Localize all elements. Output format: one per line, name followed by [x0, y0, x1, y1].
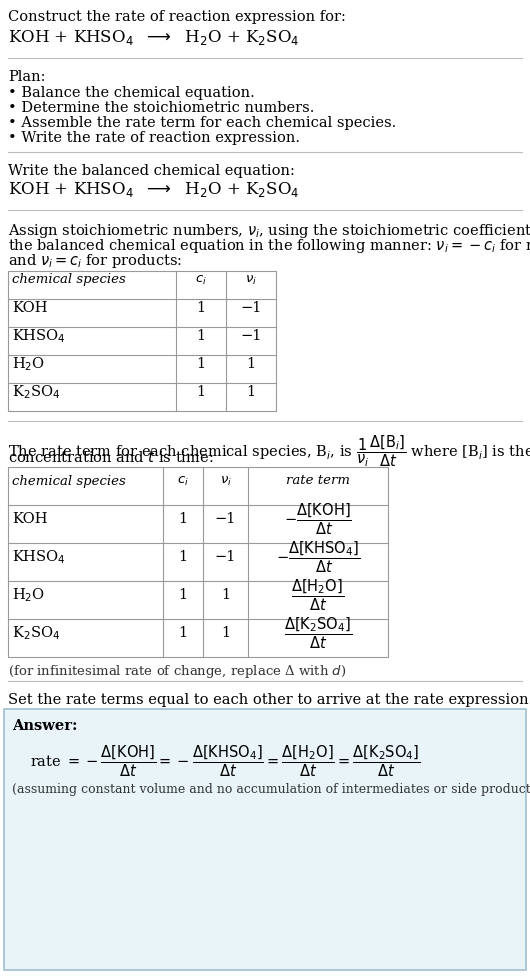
Text: Answer:: Answer:	[12, 719, 77, 733]
Text: 1: 1	[179, 588, 188, 602]
Text: concentration and $t$ is time:: concentration and $t$ is time:	[8, 449, 214, 465]
Text: KOH: KOH	[12, 512, 48, 526]
Text: $-\dfrac{\Delta[\mathrm{KOH}]}{\Delta t}$: $-\dfrac{\Delta[\mathrm{KOH}]}{\Delta t}…	[284, 502, 352, 537]
Text: KOH + KHSO$_4$  $\longrightarrow$  H$_2$O + K$_2$SO$_4$: KOH + KHSO$_4$ $\longrightarrow$ H$_2$O …	[8, 28, 299, 47]
Text: 1: 1	[179, 626, 188, 640]
Text: 1: 1	[197, 329, 206, 343]
Text: −1: −1	[240, 329, 262, 343]
Text: 1: 1	[246, 357, 255, 371]
Text: $\nu_i$: $\nu_i$	[245, 273, 257, 287]
Text: −1: −1	[240, 301, 262, 315]
Text: • Write the rate of reaction expression.: • Write the rate of reaction expression.	[8, 131, 300, 145]
Text: Set the rate terms equal to each other to arrive at the rate expression:: Set the rate terms equal to each other t…	[8, 693, 530, 707]
Text: the balanced chemical equation in the following manner: $\nu_i = -c_i$ for react: the balanced chemical equation in the fo…	[8, 237, 530, 255]
Text: $\dfrac{\Delta[\mathrm{H_2O}]}{\Delta t}$: $\dfrac{\Delta[\mathrm{H_2O}]}{\Delta t}…	[292, 577, 344, 613]
Text: (for infinitesimal rate of change, replace Δ with $d$): (for infinitesimal rate of change, repla…	[8, 663, 347, 680]
Text: (assuming constant volume and no accumulation of intermediates or side products): (assuming constant volume and no accumul…	[12, 783, 530, 796]
Text: 1: 1	[221, 588, 230, 602]
Text: 1: 1	[221, 626, 230, 640]
Text: H$_2$O: H$_2$O	[12, 587, 45, 604]
Text: −1: −1	[215, 550, 236, 564]
Text: KOH + KHSO$_4$  $\longrightarrow$  H$_2$O + K$_2$SO$_4$: KOH + KHSO$_4$ $\longrightarrow$ H$_2$O …	[8, 180, 299, 199]
Bar	[8, 271, 276, 411]
Text: Construct the rate of reaction expression for:: Construct the rate of reaction expressio…	[8, 10, 346, 24]
Text: 1: 1	[179, 550, 188, 564]
Text: Write the balanced chemical equation:: Write the balanced chemical equation:	[8, 164, 295, 178]
Text: rate term: rate term	[286, 474, 350, 487]
Text: −1: −1	[215, 512, 236, 526]
Text: 1: 1	[197, 301, 206, 315]
Bar	[8, 467, 388, 657]
Text: $\nu_i$: $\nu_i$	[219, 474, 232, 488]
Text: K$_2$SO$_4$: K$_2$SO$_4$	[12, 624, 60, 642]
Text: KOH: KOH	[12, 301, 48, 315]
Text: chemical species: chemical species	[12, 273, 126, 287]
Text: 1: 1	[197, 385, 206, 399]
Text: 1: 1	[197, 357, 206, 371]
Text: KHSO$_4$: KHSO$_4$	[12, 327, 66, 345]
Text: chemical species: chemical species	[12, 474, 126, 487]
Text: • Determine the stoichiometric numbers.: • Determine the stoichiometric numbers.	[8, 101, 314, 115]
Text: 1: 1	[179, 512, 188, 526]
Text: rate $= -\dfrac{\Delta[\mathrm{KOH}]}{\Delta t} = -\dfrac{\Delta[\mathrm{KHSO_4}: rate $= -\dfrac{\Delta[\mathrm{KOH}]}{\D…	[30, 743, 421, 779]
Text: $c_i$: $c_i$	[177, 474, 189, 488]
Text: $-\dfrac{\Delta[\mathrm{KHSO_4}]}{\Delta t}$: $-\dfrac{\Delta[\mathrm{KHSO_4}]}{\Delta…	[276, 539, 360, 575]
Bar	[4, 709, 526, 970]
Text: The rate term for each chemical species, B$_i$, is $\dfrac{1}{\nu_i}\dfrac{\Delt: The rate term for each chemical species,…	[8, 433, 530, 468]
Text: • Assemble the rate term for each chemical species.: • Assemble the rate term for each chemic…	[8, 116, 396, 130]
Text: H$_2$O: H$_2$O	[12, 355, 45, 373]
Text: K$_2$SO$_4$: K$_2$SO$_4$	[12, 384, 60, 401]
Text: 1: 1	[246, 385, 255, 399]
Text: Assign stoichiometric numbers, $\nu_i$, using the stoichiometric coefficients, $: Assign stoichiometric numbers, $\nu_i$, …	[8, 222, 530, 240]
Text: Plan:: Plan:	[8, 70, 46, 84]
Text: and $\nu_i = c_i$ for products:: and $\nu_i = c_i$ for products:	[8, 252, 182, 270]
Text: KHSO$_4$: KHSO$_4$	[12, 549, 66, 566]
Text: $c_i$: $c_i$	[195, 273, 207, 287]
Text: • Balance the chemical equation.: • Balance the chemical equation.	[8, 86, 255, 100]
Text: $\dfrac{\Delta[\mathrm{K_2SO_4}]}{\Delta t}$: $\dfrac{\Delta[\mathrm{K_2SO_4}]}{\Delta…	[284, 615, 352, 651]
